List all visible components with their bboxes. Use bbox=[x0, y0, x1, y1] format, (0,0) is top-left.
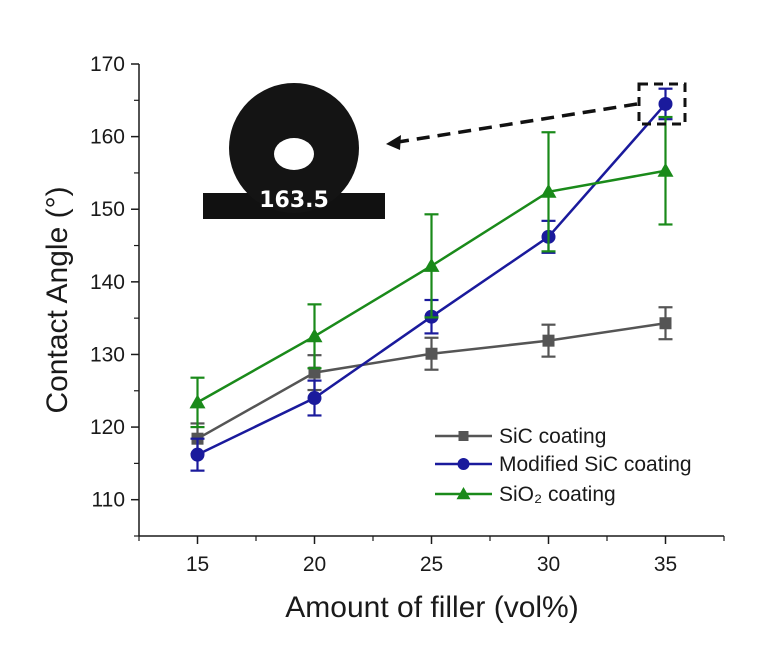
series-2 bbox=[189, 115, 674, 429]
y-axis-title: Contact Angle (°) bbox=[41, 186, 74, 413]
data-point bbox=[659, 317, 672, 330]
x-tick-label: 20 bbox=[303, 553, 326, 576]
y-tick-label: 170 bbox=[90, 53, 125, 76]
legend: SiC coating Modified SiC coating SiO₂ coat… bbox=[435, 425, 692, 506]
data-point bbox=[307, 391, 322, 406]
data-point bbox=[425, 347, 438, 360]
x-tick-label: 25 bbox=[420, 553, 443, 576]
y-tick-label: 120 bbox=[90, 416, 125, 439]
legend-label: SiC coating bbox=[499, 425, 606, 448]
x-tick-label: 35 bbox=[654, 553, 677, 576]
data-point bbox=[423, 257, 440, 272]
inset-angle-label: 163.5 bbox=[259, 188, 329, 213]
legend-marker bbox=[457, 458, 470, 470]
data-point bbox=[657, 162, 674, 177]
y-tick-label: 110 bbox=[92, 489, 125, 512]
data-point bbox=[306, 328, 323, 343]
legend-label: Modified SiC coating bbox=[499, 453, 692, 476]
droplet-inset: 163.5 bbox=[203, 80, 385, 220]
callout-arrow-line bbox=[397, 102, 638, 144]
legend-label: SiO₂ coating bbox=[499, 483, 616, 506]
legend-marker bbox=[456, 487, 471, 500]
data-point bbox=[308, 366, 321, 379]
y-ticks: 110 120 130 140 150 160 170 bbox=[90, 53, 139, 537]
data-point bbox=[658, 96, 673, 111]
callout-box bbox=[637, 82, 687, 126]
data-point bbox=[189, 394, 206, 409]
data-point bbox=[540, 183, 557, 198]
series-layer bbox=[189, 87, 674, 472]
callout bbox=[386, 82, 687, 150]
droplet-highlight bbox=[274, 138, 314, 170]
legend-marker bbox=[458, 431, 469, 441]
x-tick-label: 30 bbox=[537, 553, 560, 576]
data-point bbox=[190, 447, 205, 462]
y-tick-label: 130 bbox=[90, 343, 125, 366]
x-tick-label: 15 bbox=[186, 553, 209, 576]
y-tick-label: 160 bbox=[90, 126, 125, 149]
data-point bbox=[542, 334, 555, 347]
x-axis-title: Amount of filler (vol%) bbox=[285, 591, 578, 624]
x-ticks: 15 20 25 30 35 bbox=[138, 536, 725, 576]
callout-arrowhead bbox=[386, 135, 401, 150]
y-tick-label: 150 bbox=[90, 198, 125, 221]
y-tick-label: 140 bbox=[90, 271, 125, 294]
